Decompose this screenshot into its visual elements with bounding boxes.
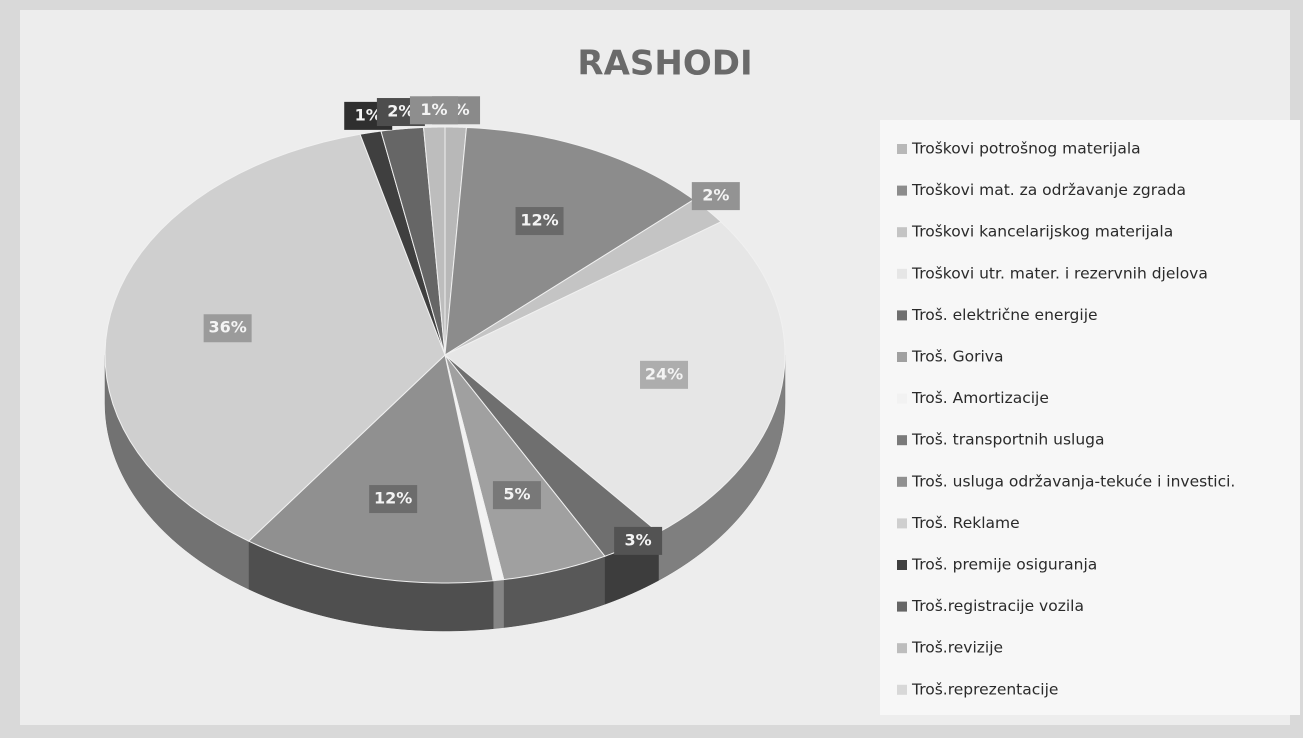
pie-slice: [444, 126, 695, 356]
legend-box: [880, 120, 1300, 715]
legend-swatch: [897, 601, 907, 612]
data-label: 2%: [702, 186, 729, 205]
legend-swatch: [897, 684, 907, 695]
legend-swatch: [897, 310, 907, 321]
legend-label: Troškovi kancelarijskog materijala: [911, 223, 1173, 241]
data-label: 12%: [520, 211, 558, 230]
data-label: 3%: [625, 530, 652, 549]
legend-label: Troš. Reklame: [911, 514, 1020, 532]
legend-swatch: [897, 352, 907, 362]
pie-slice: [444, 354, 606, 581]
legend-swatch: [897, 144, 907, 154]
legend-label: Troš.revizije: [911, 639, 1003, 657]
legend-swatch: [897, 435, 907, 446]
legend-label: Troš. transportnih usluga: [911, 431, 1105, 449]
legend-label: Troš. električne energije: [911, 306, 1098, 324]
data-label-box: [515, 207, 564, 236]
legend-swatch: [897, 560, 907, 570]
legend-label: Troškovi potrošnog materijala: [911, 140, 1141, 158]
data-label: 1%: [420, 100, 447, 119]
legend-label: Troš.registracije vozila: [911, 597, 1084, 615]
legend-label: Troš.reprezentacije: [911, 680, 1058, 698]
pie-slice: [104, 133, 446, 542]
pie-slice: [380, 126, 446, 356]
data-label: 5%: [503, 485, 530, 504]
legend-swatch: [897, 518, 907, 529]
data-label-box: [640, 360, 689, 389]
data-label: 36%: [208, 318, 246, 337]
legend-label: Troš. Amortizacije: [911, 389, 1049, 407]
pie-slice: [444, 354, 505, 582]
legend-swatch: [897, 643, 907, 654]
data-label: 12%: [374, 489, 412, 508]
pie-slice: [444, 221, 786, 534]
legend-label: Troškovi utr. mater. i rezervnih djelova: [911, 264, 1208, 282]
legend-label: Troš. usluga održavanja-tekuće i investi…: [911, 472, 1235, 490]
legend-label: Troš. Goriva: [911, 348, 1003, 366]
data-label-box: [691, 182, 740, 211]
pie-slice: [422, 126, 446, 356]
data-label-box: [409, 96, 458, 125]
legend-swatch: [897, 268, 907, 279]
data-label-box: [492, 481, 541, 510]
data-label-box: [614, 526, 663, 555]
data-label: 2%: [387, 102, 414, 121]
legend-swatch: [897, 476, 907, 487]
legend-swatch: [897, 393, 907, 404]
data-label-box: [203, 314, 252, 343]
pie-side: [492, 579, 504, 629]
legend-label: Troškovi mat. za održavanje zgrada: [911, 181, 1186, 199]
data-label: 1%: [355, 105, 382, 124]
legend-swatch: [897, 227, 907, 238]
data-label: 24%: [645, 364, 683, 383]
pie-slice: [247, 354, 494, 584]
chart-title: RASHODI: [577, 44, 752, 84]
legend-swatch: [897, 185, 907, 196]
data-label-box: [369, 485, 418, 514]
legend-label: Troš. premije osiguranja: [911, 556, 1097, 574]
pie-slice: [359, 130, 446, 356]
